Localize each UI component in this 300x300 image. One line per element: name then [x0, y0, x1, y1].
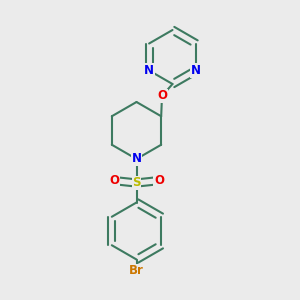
Text: Br: Br: [129, 264, 144, 278]
Text: O: O: [109, 174, 119, 187]
Text: O: O: [154, 174, 164, 187]
Text: O: O: [157, 89, 167, 103]
Text: N: N: [131, 152, 142, 166]
Text: N: N: [144, 64, 154, 77]
Text: S: S: [132, 176, 141, 190]
Text: N: N: [191, 64, 201, 77]
